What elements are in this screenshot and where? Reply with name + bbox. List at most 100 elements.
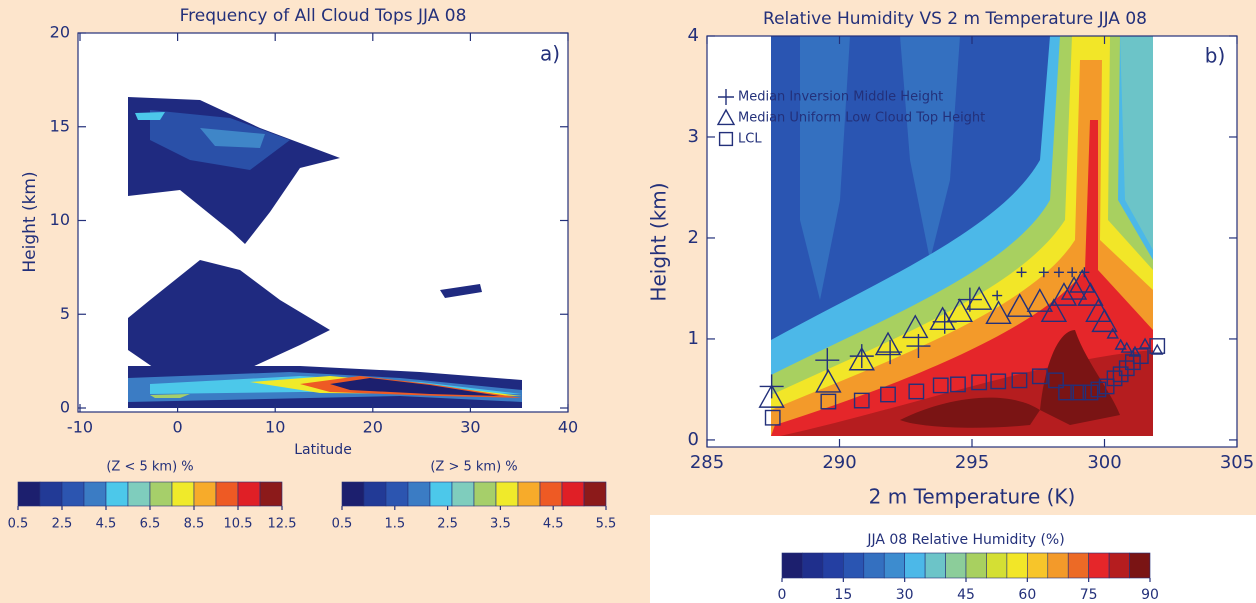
marker-triangle [1050,282,1078,306]
colorbar-swatch [1067,552,1089,579]
contour-field [128,97,522,408]
colorbar-swatch [883,552,905,579]
colorbar-swatch [259,481,283,507]
colorbar-swatch [1006,552,1028,579]
y-tick-label: 1 [688,328,699,349]
x-tick-label: 305 [1220,452,1254,473]
colorbar-swatch [924,552,946,579]
y-tick-label: 4 [688,25,699,46]
marker-square [1048,372,1064,389]
colorbar-title: (Z > 5 km) % [430,460,517,475]
marker-plus [957,287,982,312]
marker-triangle [946,298,973,322]
marker-triangle [985,300,1012,325]
y-axis-label: Height (km) [20,171,40,272]
panel-label: b) [1205,44,1226,68]
y-tick-label: 0 [60,398,70,417]
marker-square [1132,348,1149,365]
y-tick-label: 0 [688,429,699,450]
colorbar-tick-label: 3.5 [490,517,511,532]
colorbar-swatch [171,481,195,507]
marker-square [718,131,734,147]
colorbar-tick-label: 4.5 [96,517,117,532]
chart-title: Frequency of All Cloud Tops JJA 08 [180,6,467,26]
colorbar-title: (Z < 5 km) % [106,460,193,475]
marker-triangle [902,314,929,339]
marker-square [908,383,925,400]
colorbar-swatch [429,481,453,507]
marker-triangle [1128,345,1142,357]
colorbar-swatch [385,481,409,507]
legend-label: LCL [738,132,762,147]
colorbar-swatch [61,481,85,507]
y-tick-label: 2 [688,227,699,248]
marker-plus [1038,267,1049,278]
x-tick-label: 300 [1087,452,1121,473]
marker-triangle [1091,308,1118,333]
colorbar-tick-label: 10.5 [224,517,253,532]
colorbar-swatch [495,481,519,507]
marker-square [950,376,966,393]
marker-plus [1016,267,1027,278]
marker-square [880,386,896,403]
x-tick-label: 10 [265,418,285,437]
marker-square [1118,360,1135,377]
y-axis-label: Height (km) [647,182,671,301]
chart-title: Relative Humidity VS 2 m Temperature JJA… [763,9,1147,29]
colorbar-swatch [127,481,151,507]
marker-square [1124,354,1141,371]
marker-triangle [1006,293,1033,317]
colorbar-tick-label: 12.5 [268,517,297,532]
x-tick-label: 0 [173,418,183,437]
colorbar-swatch [1088,552,1110,579]
colorbar-tick-label: 2.5 [437,517,458,532]
marker-square [764,409,781,426]
marker-plus [718,89,734,105]
colorbar-swatch [17,481,41,507]
colorbar-tick-label: 5.5 [596,517,617,532]
marker-square [1058,384,1074,401]
marker-square [1070,384,1087,401]
colorbar-swatch [863,552,885,579]
colorbar-swatch [1129,552,1151,579]
colorbar-tick-label: 75 [1080,587,1098,603]
marker-square [1082,384,1099,401]
marker-triangle [1077,282,1104,306]
colorbar-swatch [822,552,844,579]
marker-square [1031,368,1048,385]
colorbar-tick-label: 0 [778,587,787,603]
marker-square [1106,370,1123,387]
colorbar-tick-label: 6.5 [140,517,161,532]
y-tick-label: 5 [60,304,70,323]
colorbar-swatch [904,552,926,579]
marker-triangle [716,108,736,126]
colorbar-tick-label: 90 [1141,587,1159,603]
colorbar-swatch [965,552,987,579]
marker-triangle [1040,298,1068,322]
colorbar-tick-label: 1.5 [384,517,405,532]
colorbar-swatch [193,481,217,507]
colorbar-swatch [341,481,365,507]
marker-triangle [1069,268,1096,293]
colorbar-tick-label: 0.5 [332,517,353,532]
marker-plus [1053,267,1064,278]
colorbar-swatch [215,481,239,507]
colorbar-swatch [105,481,129,507]
x-tick-label: 290 [822,452,856,473]
x-tick-label: 40 [558,418,578,437]
marker-triangle [758,384,785,408]
marker-square [1112,366,1129,383]
x-axis-label: 2 m Temperature (K) [869,485,1076,509]
y-tick-label: 20 [50,23,70,42]
x-axis-label: Latitude [294,442,352,458]
colorbar-tick-label: 8.5 [184,517,205,532]
marker-triangle [1114,338,1127,350]
colorbar-swatch [149,481,173,507]
y-tick-label: 10 [50,210,70,229]
marker-square [1149,338,1166,354]
colorbar-tick-label: 45 [957,587,975,603]
x-tick-label: 295 [955,452,989,473]
colorbar-swatch [945,552,967,579]
marker-square [971,374,988,391]
